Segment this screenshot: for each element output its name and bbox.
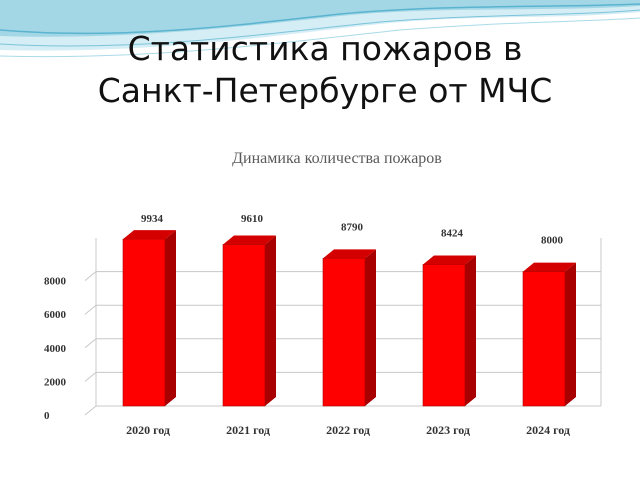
bar-outline xyxy=(522,271,566,407)
bar-top-face xyxy=(323,249,376,259)
x-tick-label-5: 2024 год xyxy=(526,423,570,437)
bar-front-face xyxy=(323,258,365,406)
slide-title-line-1: Статистика пожаров в xyxy=(127,29,523,68)
data-label-4: 8424 xyxy=(441,227,464,239)
bar-outline xyxy=(322,258,366,407)
slide-title-line-2: Санкт-Петербурге от МЧС xyxy=(97,71,553,110)
x-tick-label-1: 2020 год xyxy=(126,423,170,437)
bar-5 xyxy=(522,262,576,407)
bar-front-face xyxy=(123,239,165,406)
bar-outline xyxy=(122,238,166,407)
bar-top-face xyxy=(523,262,576,272)
bar-side-face xyxy=(265,235,276,406)
data-label-2: 9610 xyxy=(241,213,264,225)
bar-top-face xyxy=(423,255,476,265)
chart-area: Динамика количества пожаров 0 2000 4000 6000… xyxy=(36,136,606,444)
header-wave-decoration xyxy=(0,0,640,58)
bar-front-face xyxy=(523,271,565,406)
bar-3 xyxy=(322,249,376,407)
y-tick-label-2: 4000 xyxy=(44,343,67,355)
x-tick-label-3: 2022 год xyxy=(326,423,370,437)
bar-side-face xyxy=(565,262,576,406)
bar-2 xyxy=(222,235,276,407)
bar-top-face xyxy=(223,235,276,245)
bar-outline xyxy=(422,264,466,407)
bar-1 xyxy=(122,230,176,407)
bar-side-face xyxy=(465,255,476,406)
bar-side-face xyxy=(165,230,176,406)
bar-chart: Динамика количества пожаров 0 2000 4000 6000… xyxy=(36,136,606,444)
y-tick-label-4: 8000 xyxy=(44,276,67,288)
bar-outline xyxy=(222,244,266,407)
bar-side-face xyxy=(365,249,376,406)
data-label-1: 9934 xyxy=(141,213,164,225)
y-tick-label-1: 2000 xyxy=(44,376,67,388)
x-tick-label-4: 2023 год xyxy=(426,423,470,437)
chart-background xyxy=(36,136,606,444)
bar-top-face xyxy=(123,230,176,240)
y-tick-label-0: 0 xyxy=(44,410,50,422)
data-label-3: 8790 xyxy=(341,221,364,233)
data-label-5: 8000 xyxy=(541,235,564,247)
bar-front-face xyxy=(223,244,265,406)
slide-title: Статистика пожаров в Санкт-Петербурге от… xyxy=(40,28,610,112)
y-tick-label-3: 6000 xyxy=(44,309,67,321)
x-tick-label-2: 2021 год xyxy=(226,423,270,437)
chart-title: Динамика количества пожаров xyxy=(232,150,442,167)
bar-front-face xyxy=(423,264,465,406)
bar-4 xyxy=(422,255,476,407)
